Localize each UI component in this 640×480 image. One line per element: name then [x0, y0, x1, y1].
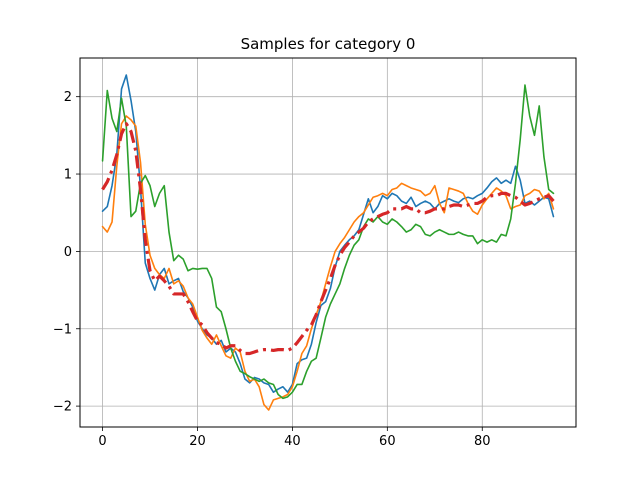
y-tick-label: 0: [64, 245, 72, 260]
axis-ticks: 0 20 40 60 80 −2 −1 0 1 2: [53, 90, 491, 449]
x-tick-label: 80: [474, 434, 491, 449]
plot-frame: [79, 57, 577, 428]
grid: [80, 58, 576, 427]
series-line-1: [101, 74, 555, 393]
y-tick-label: 2: [64, 90, 72, 105]
series-line-2: [101, 115, 555, 411]
y-tick-label: −1: [53, 322, 72, 337]
series-line-3: [101, 84, 555, 400]
x-tick-label: 20: [189, 434, 206, 449]
y-tick-label: 1: [64, 168, 72, 183]
x-tick-label: 40: [284, 434, 301, 449]
x-tick-label: 60: [379, 434, 396, 449]
x-tick-label: 0: [98, 434, 106, 449]
series-line-4: [101, 122, 555, 356]
y-tick-label: −2: [53, 400, 72, 415]
chart-title: Samples for category 0: [241, 35, 416, 53]
series-layer: [101, 74, 555, 411]
